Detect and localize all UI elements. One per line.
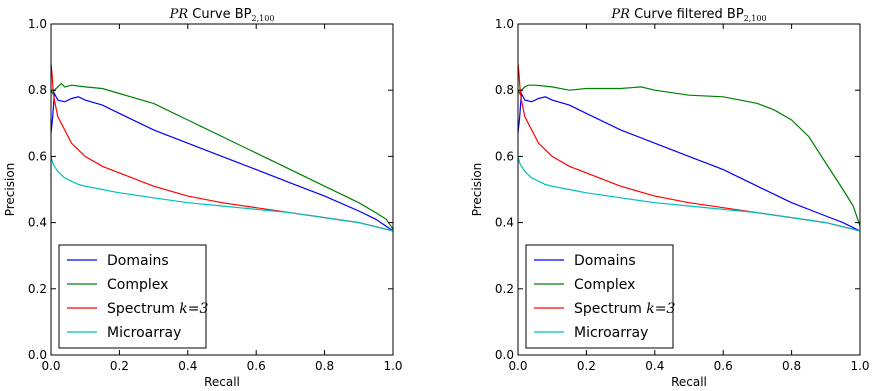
x-tick-label: 0.6 — [714, 359, 733, 373]
title-subscript: 2,100 — [252, 14, 275, 23]
y-axis-label: Precision — [3, 163, 17, 217]
title-subscript: 2,100 — [744, 14, 767, 23]
legend-label: Spectrum k=3 — [107, 301, 209, 317]
x-axis-label: Recall — [204, 375, 240, 389]
x-tick-label: 0.0 — [41, 359, 60, 373]
x-tick-label: 0.2 — [110, 359, 129, 373]
legend-label: Microarray — [574, 325, 648, 341]
series-line-domains — [51, 91, 393, 232]
y-axis-label: Precision — [470, 163, 484, 217]
legend-box — [525, 244, 674, 349]
x-tick-label: 0.0 — [508, 359, 527, 373]
title-prefix: PR — [169, 7, 189, 22]
y-tick-label: 0.4 — [28, 216, 47, 230]
x-tick-label: 0.4 — [645, 359, 664, 373]
chart-panel-2: 0.0 0.2 0.4 0.6 0.8 1.0 0.0 0.2 0.4 0.6 0.8 1.0 Reca… — [470, 7, 870, 389]
series-line-microarray — [518, 156, 860, 232]
series-line-complex — [51, 82, 393, 230]
x-tick-label: 1.0 — [383, 359, 402, 373]
y-tick-label: 0.6 — [28, 149, 47, 163]
y-tick-label: 0.0 — [28, 348, 47, 362]
y-tick-label: 0.2 — [28, 282, 47, 296]
legend-box — [58, 244, 207, 349]
legend-label: Complex — [107, 277, 168, 293]
title-main: Curve BP — [188, 7, 252, 22]
y-tick-label: 0.8 — [495, 83, 514, 97]
x-axis-label: Recall — [671, 375, 707, 389]
x-tick-label: 0.6 — [247, 359, 266, 373]
plot-frame — [517, 23, 861, 356]
legend-label-text: Spectrum — [574, 301, 646, 317]
y-tick-label: 0.8 — [28, 83, 47, 97]
title-main: Curve filtered BP — [630, 7, 744, 22]
y-tick-label: 1.0 — [28, 17, 47, 31]
legend-label: Complex — [574, 277, 635, 293]
chart-title: PR Curve BP2,100 — [169, 7, 275, 23]
x-tick-label: 0.8 — [782, 359, 801, 373]
legend-label: Domains — [107, 253, 169, 269]
x-tick-label: 0.2 — [577, 359, 596, 373]
legend-label-text: Spectrum — [107, 301, 179, 317]
legend-label-math: k — [179, 301, 187, 317]
legend-label: Spectrum k=3 — [574, 301, 676, 317]
chart-panel-1: 0.0 0.2 0.4 0.6 0.8 1.0 0.0 0.2 0.4 0.6 0.8 1.0 Reca… — [3, 7, 403, 389]
y-tick-label: 0.0 — [495, 348, 514, 362]
legend-label: Microarray — [107, 325, 181, 341]
series-line-complex — [518, 84, 860, 227]
y-tick-label: 1.0 — [495, 17, 514, 31]
y-tick-label: 0.4 — [495, 216, 514, 230]
legend-label-math: k — [646, 301, 654, 317]
legend-label-math: =3 — [655, 301, 676, 317]
title-prefix: PR — [610, 7, 630, 22]
x-tick-label: 0.4 — [178, 359, 197, 373]
y-tick-label: 0.6 — [495, 149, 514, 163]
legend-label: Domains — [574, 253, 636, 269]
series-line-microarray — [51, 156, 393, 232]
x-tick-label: 0.8 — [315, 359, 334, 373]
series-line-domains — [518, 91, 860, 232]
plot-frame — [50, 23, 394, 356]
legend-label-math: =3 — [188, 301, 209, 317]
chart-title: PR Curve filtered BP2,100 — [610, 7, 766, 23]
y-tick-label: 0.2 — [495, 282, 514, 296]
x-tick-label: 1.0 — [850, 359, 869, 373]
